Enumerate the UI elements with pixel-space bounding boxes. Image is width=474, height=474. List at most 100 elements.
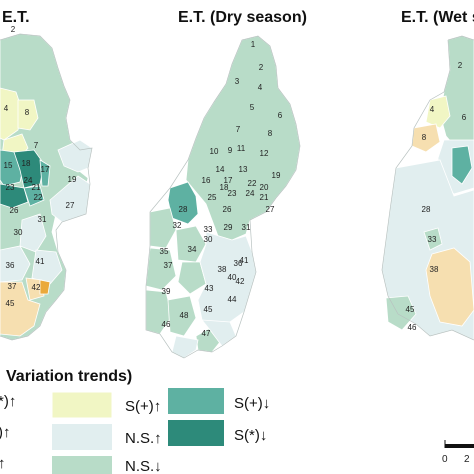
region-number: 9 [228, 146, 233, 155]
region-number: 19 [68, 175, 77, 184]
region-number: 45 [204, 305, 213, 314]
legend-label: S(*)↓ [234, 427, 267, 444]
map-dry-season: 1 2 3 4 5 6 7 8 10 9 11 12 14 13 16 17 1… [145, 35, 301, 359]
region-number: 11 [237, 144, 246, 153]
region-number: 4 [430, 105, 435, 114]
region-number: 17 [224, 176, 233, 185]
region-number: 8 [268, 129, 273, 138]
region-number: 33 [204, 225, 213, 234]
scale-bar-segment [445, 444, 474, 448]
region-number: 40 [228, 273, 237, 282]
region-number: 42 [236, 277, 245, 286]
region-number: 38 [430, 265, 439, 274]
region-number: 14 [216, 165, 225, 174]
legend-swatch-s-star-down [168, 420, 224, 446]
map-wet-season: 4 2 6 8 28 33 38 45 46 [381, 35, 474, 341]
region-number: 5 [250, 103, 255, 112]
region-number: 36 [234, 259, 243, 268]
region-number: 41 [36, 257, 45, 266]
region-number: 45 [406, 305, 415, 314]
region-number: 35 [160, 247, 169, 256]
region-number: 30 [14, 228, 23, 237]
region-number: 4 [258, 83, 263, 92]
region-number: 25 [208, 193, 217, 202]
region-number: 27 [266, 205, 275, 214]
region-number: 7 [236, 125, 241, 134]
region-number: 22 [34, 193, 43, 202]
region-number: 21 [32, 183, 41, 192]
region-number: 37 [8, 282, 17, 291]
region-number: 8 [422, 133, 427, 142]
region-number: 23 [6, 183, 15, 192]
region-number: 18 [22, 159, 31, 168]
region-number: 26 [223, 205, 232, 214]
region-number: 33 [428, 235, 437, 244]
legend-label: S(+)↑ [125, 398, 161, 415]
region-number: 24 [246, 189, 255, 198]
legend-label: )↑ [0, 424, 11, 441]
legend-label: S(+)↓ [234, 395, 270, 412]
region-number: 18 [220, 183, 229, 192]
region-number: 23 [228, 189, 237, 198]
region-number: 28 [422, 205, 431, 214]
legend-swatch-s-plus-up [51, 391, 113, 419]
region-number: 38 [218, 265, 227, 274]
legend-label: ↑ [0, 455, 6, 472]
region-number: 29 [224, 223, 233, 232]
region-number: 26 [10, 206, 19, 215]
region-number: 16 [202, 176, 211, 185]
region-number: 6 [278, 111, 283, 120]
legend-swatch-ns-down [52, 456, 112, 474]
region-number: 6 [462, 113, 467, 122]
region-number: 8 [25, 108, 30, 117]
region-number: 2 [458, 61, 463, 70]
region-number: 24 [24, 176, 33, 185]
region-number: 28 [179, 205, 188, 214]
region-number: 1 [251, 40, 256, 49]
region-number: 10 [210, 147, 219, 156]
region-number: 31 [38, 215, 47, 224]
region-number: 12 [260, 149, 269, 158]
panel-title-wet-season: E.T. (Wet s [401, 9, 474, 26]
legend: Variation trends) *)↑ )↑ ↑ S(+)↑ N.S.↑ N… [0, 368, 270, 474]
region-number: 43 [205, 284, 214, 293]
region-number: 15 [4, 161, 13, 170]
region-number: 47 [202, 329, 211, 338]
legend-label: N.S.↓ [125, 458, 162, 474]
region-number: 41 [240, 256, 249, 265]
region-number: 37 [164, 261, 173, 270]
legend-label: *)↑ [0, 393, 16, 410]
region-number: 13 [239, 165, 248, 174]
region-number: 2 [11, 25, 16, 34]
region-number: 34 [188, 245, 197, 254]
region-number: 31 [242, 223, 251, 232]
map-et: 2 4 7 8 15 18 23 21 22 26 24 19 17 27 31… [0, 25, 93, 341]
region-number: 39 [162, 287, 171, 296]
region-number: 45 [6, 299, 15, 308]
region-number: 3 [235, 77, 240, 86]
legend-swatch-s-plus-down [168, 388, 224, 414]
region-number: 46 [162, 320, 171, 329]
scale-bar: 0 2 [442, 440, 474, 465]
scale-label: 0 [442, 454, 448, 465]
legend-label: N.S.↑ [125, 430, 162, 447]
legend-title: Variation trends) [6, 368, 132, 385]
region-number: 30 [204, 235, 213, 244]
region-number: 46 [408, 323, 417, 332]
region-number: 2 [259, 63, 264, 72]
region-number: 48 [180, 311, 189, 320]
region-number: 42 [32, 283, 41, 292]
region-number: 44 [228, 295, 237, 304]
region-number: 7 [34, 141, 39, 150]
region-number: 19 [272, 171, 281, 180]
panel-title-et: E.T. [2, 9, 30, 26]
region-number: 21 [260, 193, 269, 202]
region-number: 36 [6, 261, 15, 270]
region-number: 4 [4, 104, 9, 113]
region-number: 17 [41, 165, 50, 174]
panel-title-dry-season: E.T. (Dry season) [178, 9, 307, 26]
region-number: 20 [260, 183, 269, 192]
legend-swatch-ns-up [52, 424, 112, 450]
region-number: 22 [248, 179, 257, 188]
region-number: 32 [173, 221, 182, 230]
